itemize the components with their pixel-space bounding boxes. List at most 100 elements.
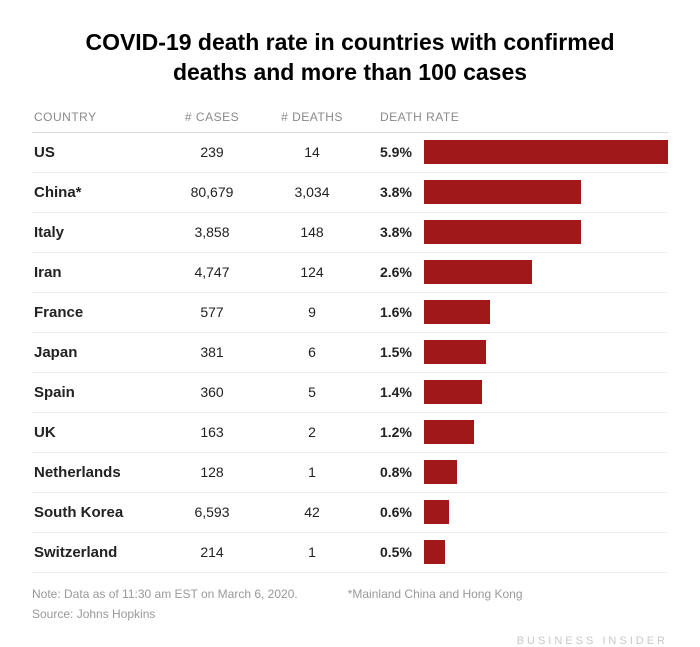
cell-cases: 163	[162, 424, 262, 440]
note-asterisk: *Mainland China and Hong Kong	[348, 587, 523, 601]
bar-container	[424, 260, 668, 284]
source: Source: Johns Hopkins	[32, 607, 668, 621]
rate-bar	[424, 220, 581, 244]
table-header: COUNTRY # CASES # DEATHS DEATH RATE	[32, 110, 668, 133]
header-rate: DEATH RATE	[362, 110, 668, 124]
cell-deaths: 2	[262, 424, 362, 440]
cell-country: Netherlands	[32, 464, 162, 481]
cell-country: Switzerland	[32, 544, 162, 561]
note-timestamp: Note: Data as of 11:30 am EST on March 6…	[32, 587, 298, 601]
cell-deaths: 1	[262, 464, 362, 480]
cell-rate: 2.6%	[362, 260, 668, 284]
cell-cases: 381	[162, 344, 262, 360]
cell-deaths: 3,034	[262, 184, 362, 200]
rate-label: 0.6%	[380, 504, 424, 520]
cell-deaths: 1	[262, 544, 362, 560]
data-table: COUNTRY # CASES # DEATHS DEATH RATE US23…	[32, 110, 668, 573]
table-row: Spain3605 1.4%	[32, 373, 668, 413]
cell-rate: 3.8%	[362, 220, 668, 244]
table-row: France5779 1.6%	[32, 293, 668, 333]
cell-rate: 3.8%	[362, 180, 668, 204]
rate-label: 3.8%	[380, 224, 424, 240]
bar-container	[424, 420, 668, 444]
rate-bar	[424, 380, 482, 404]
rate-bar	[424, 500, 449, 524]
cell-country: Japan	[32, 344, 162, 361]
table-row: Japan3816 1.5%	[32, 333, 668, 373]
rate-label: 0.5%	[380, 544, 424, 560]
cell-cases: 80,679	[162, 184, 262, 200]
cell-rate: 0.6%	[362, 500, 668, 524]
cell-country: France	[32, 304, 162, 321]
rate-label: 1.4%	[380, 384, 424, 400]
table-row: Netherlands1281 0.8%	[32, 453, 668, 493]
rate-bar	[424, 420, 474, 444]
cell-rate: 0.5%	[362, 540, 668, 564]
rate-label: 5.9%	[380, 144, 424, 160]
cell-deaths: 42	[262, 504, 362, 520]
cell-country: South Korea	[32, 504, 162, 521]
bar-container	[424, 180, 668, 204]
cell-deaths: 6	[262, 344, 362, 360]
rate-bar	[424, 460, 457, 484]
cell-deaths: 14	[262, 144, 362, 160]
table-row: Switzerland2141 0.5%	[32, 533, 668, 573]
chart-title: COVID-19 death rate in countries with co…	[32, 28, 668, 88]
cell-country: US	[32, 144, 162, 161]
cell-cases: 577	[162, 304, 262, 320]
cell-country: Iran	[32, 264, 162, 281]
bar-container	[424, 220, 668, 244]
bar-container	[424, 140, 668, 164]
rate-label: 1.5%	[380, 344, 424, 360]
rate-label: 1.2%	[380, 424, 424, 440]
cell-deaths: 148	[262, 224, 362, 240]
cell-cases: 128	[162, 464, 262, 480]
rate-bar	[424, 340, 486, 364]
table-row: US23914 5.9%	[32, 133, 668, 173]
bar-container	[424, 380, 668, 404]
rate-bar	[424, 540, 445, 564]
cell-rate: 5.9%	[362, 140, 668, 164]
cell-deaths: 124	[262, 264, 362, 280]
cell-country: Spain	[32, 384, 162, 401]
cell-rate: 1.5%	[362, 340, 668, 364]
rate-bar	[424, 260, 532, 284]
bar-container	[424, 460, 668, 484]
cell-rate: 0.8%	[362, 460, 668, 484]
cell-rate: 1.6%	[362, 300, 668, 324]
header-country: COUNTRY	[32, 110, 162, 124]
bar-container	[424, 300, 668, 324]
bar-container	[424, 540, 668, 564]
cell-cases: 214	[162, 544, 262, 560]
cell-rate: 1.2%	[362, 420, 668, 444]
cell-cases: 3,858	[162, 224, 262, 240]
rate-bar	[424, 140, 668, 164]
cell-cases: 239	[162, 144, 262, 160]
bar-container	[424, 340, 668, 364]
rate-bar	[424, 180, 581, 204]
cell-cases: 4,747	[162, 264, 262, 280]
rate-label: 3.8%	[380, 184, 424, 200]
table-row: Italy3,858148 3.8%	[32, 213, 668, 253]
brand-footer: BUSINESS INSIDER	[32, 635, 668, 647]
bar-container	[424, 500, 668, 524]
table-row: China*80,6793,034 3.8%	[32, 173, 668, 213]
rate-label: 0.8%	[380, 464, 424, 480]
header-cases: # CASES	[162, 110, 262, 124]
cell-cases: 6,593	[162, 504, 262, 520]
cell-deaths: 5	[262, 384, 362, 400]
notes: Note: Data as of 11:30 am EST on March 6…	[32, 587, 668, 601]
cell-rate: 1.4%	[362, 380, 668, 404]
cell-country: UK	[32, 424, 162, 441]
rate-label: 1.6%	[380, 304, 424, 320]
table-row: Iran4,747124 2.6%	[32, 253, 668, 293]
cell-country: China*	[32, 184, 162, 201]
rate-bar	[424, 300, 490, 324]
rate-label: 2.6%	[380, 264, 424, 280]
table-row: South Korea6,59342 0.6%	[32, 493, 668, 533]
cell-country: Italy	[32, 224, 162, 241]
cell-cases: 360	[162, 384, 262, 400]
cell-deaths: 9	[262, 304, 362, 320]
table-row: UK1632 1.2%	[32, 413, 668, 453]
header-deaths: # DEATHS	[262, 110, 362, 124]
